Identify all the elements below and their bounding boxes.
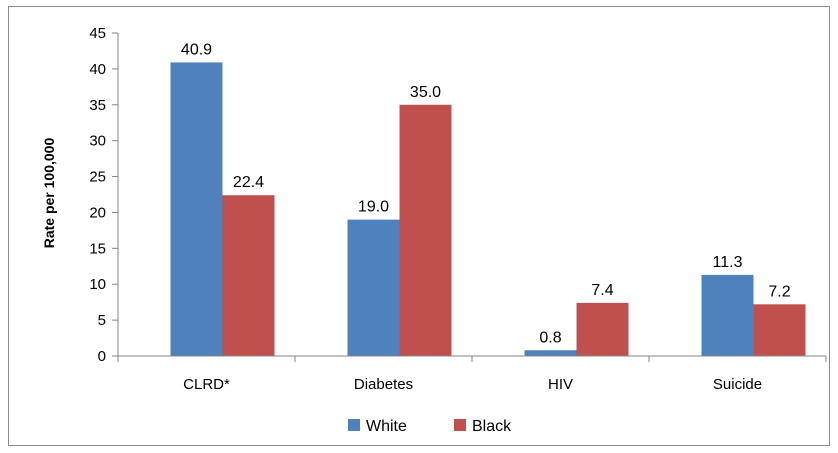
data-label-white-3: 11.3	[713, 254, 743, 271]
y-tick-label: 30	[89, 133, 106, 150]
y-tick-label: 5	[98, 312, 106, 329]
data-label-white-2: 0.8	[539, 329, 561, 346]
bar-white-3	[701, 274, 754, 356]
y-tick-label: 20	[89, 204, 106, 221]
data-label-white-0: 40.9	[181, 41, 212, 58]
bar-black-2	[576, 302, 629, 356]
y-tick-label: 45	[89, 25, 106, 42]
bar-black-0	[222, 195, 275, 356]
legend-swatch-white	[348, 419, 360, 431]
data-label-black-3: 7.2	[768, 283, 790, 300]
x-axis: CLRD* Diabetes HIV Suicide	[117, 355, 827, 393]
data-label-white-1: 19.0	[358, 199, 389, 216]
y-tick-label: 35	[89, 97, 106, 114]
y-axis: 0 5 10 15 20 25 30 35 40 45	[89, 25, 119, 365]
bar-black-1	[399, 104, 452, 357]
x-tick-label: Diabetes	[354, 376, 413, 393]
legend-label-white: White	[366, 418, 407, 435]
legend-label-black: Black	[472, 418, 512, 435]
y-axis-title: Rate per 100,000	[41, 138, 57, 249]
y-tick-label: 40	[89, 61, 106, 78]
x-tick-label: CLRD*	[183, 376, 230, 393]
y-tick-label: 25	[89, 169, 106, 186]
data-labels: 40.9 22.4 19.0 35.0 0.8 7.4 11.3 7.2	[181, 41, 791, 346]
data-label-black-0: 22.4	[233, 174, 264, 191]
x-tick-label: Suicide	[713, 376, 762, 393]
y-tick-label: 0	[98, 348, 106, 365]
legend-swatch-black	[454, 419, 466, 431]
y-tick-label: 15	[89, 240, 106, 257]
bar-white-1	[347, 219, 400, 356]
bars	[170, 62, 806, 357]
data-label-black-2: 7.4	[591, 282, 613, 299]
y-tick-label: 10	[89, 276, 106, 293]
x-tick-label: HIV	[548, 376, 573, 393]
data-label-black-1: 35.0	[410, 84, 441, 101]
legend: White Black	[348, 418, 512, 435]
bar-white-2	[524, 350, 577, 356]
bar-white-0	[170, 62, 223, 356]
bar-black-3	[753, 304, 806, 356]
